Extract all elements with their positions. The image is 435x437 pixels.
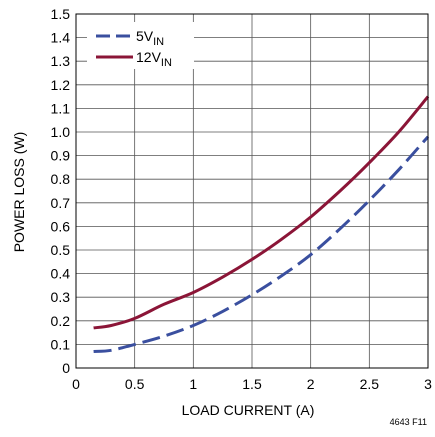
figure-id: 4643 F11 [390, 417, 427, 427]
y-tick-label: 1.1 [51, 100, 71, 116]
x-tick-label: 1.5 [242, 376, 262, 392]
series-line-5vin [93, 135, 430, 353]
x-tick-label: 2 [307, 376, 315, 392]
y-tick-label: 1.0 [51, 124, 71, 140]
y-tick-label: 0.2 [51, 313, 71, 329]
y-tick-label: 1.3 [51, 53, 71, 69]
x-tick-label: 3 [424, 376, 432, 392]
series-lines [93, 95, 430, 353]
y-tick-label: 0.9 [51, 148, 71, 164]
y-tick-label: 0.5 [51, 242, 71, 258]
y-axis-title: POWER LOSS (W) [11, 132, 27, 253]
y-tick-label: 0.3 [51, 289, 71, 305]
x-axis-title: LOAD CURRENT (A) [182, 402, 315, 418]
legend-label-12vin: 12VIN [136, 49, 172, 69]
x-tick-label: 1 [189, 376, 197, 392]
legend-label-5vin: 5VIN [136, 28, 164, 48]
y-tick-label: 0.6 [51, 218, 71, 234]
plot-frame [75, 13, 429, 369]
legend-background [87, 22, 194, 69]
x-tick-label: 0 [72, 376, 80, 392]
y-tick-label: 0.8 [51, 171, 71, 187]
legend: 5VIN 12VIN [87, 22, 194, 69]
y-tick-label: 0.7 [51, 195, 71, 211]
y-axis-ticks: 0 0.1 0.2 0.3 0.4 0.5 0.6 0.7 0.8 0.9 1.0 1.1 1.2 1.3… [51, 6, 71, 376]
x-tick-label: 0.5 [125, 376, 145, 392]
y-tick-label: 0 [62, 360, 70, 376]
x-tick-label: 2.5 [360, 376, 380, 392]
y-tick-label: 1.4 [51, 30, 71, 46]
x-axis-ticks: 0 0.5 1 1.5 2 2.5 3 [72, 376, 432, 392]
series-line-12vin [93, 95, 430, 330]
y-tick-label: 1.5 [51, 6, 71, 22]
y-tick-label: 0.4 [51, 266, 71, 282]
y-tick-label: 0.1 [51, 336, 71, 352]
y-tick-label: 1.2 [51, 77, 71, 93]
